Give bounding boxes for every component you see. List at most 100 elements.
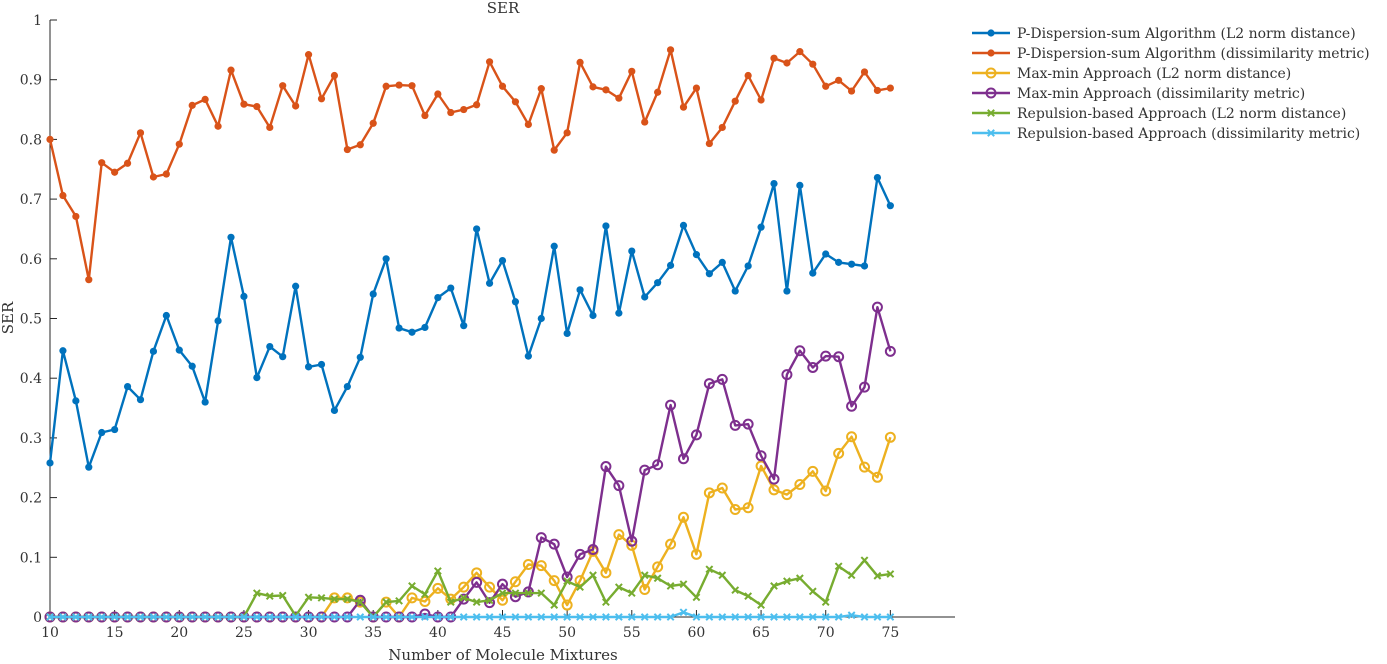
data-point <box>537 314 545 323</box>
data-point <box>317 360 326 369</box>
data-point <box>703 487 715 499</box>
x-tick-label: 15 <box>106 625 124 641</box>
data-point <box>679 221 688 229</box>
data-point <box>602 613 610 621</box>
data-point <box>537 85 545 93</box>
data-point <box>382 613 391 621</box>
data-point <box>807 361 819 373</box>
chart-title: SER <box>487 0 520 17</box>
data-point <box>794 478 806 490</box>
data-point <box>524 352 532 360</box>
data-point <box>615 309 623 317</box>
data-point <box>511 298 520 306</box>
data-point <box>111 425 119 434</box>
data-point <box>382 255 390 263</box>
data-point <box>227 233 235 241</box>
data-point <box>162 170 170 178</box>
data-point <box>639 584 651 596</box>
data-point <box>796 181 804 189</box>
legend-marker <box>987 29 995 37</box>
data-point <box>408 82 416 90</box>
data-point <box>835 258 843 266</box>
y-tick-label: 0 <box>33 610 42 626</box>
data-point <box>820 350 832 362</box>
data-point <box>252 589 261 598</box>
data-point <box>46 135 54 143</box>
data-point <box>768 473 780 485</box>
legend-marker <box>985 67 997 79</box>
data-point <box>85 276 93 284</box>
series-6 <box>46 608 895 621</box>
y-tick-label: 0.7 <box>20 192 42 208</box>
data-point <box>627 613 636 621</box>
data-point <box>149 347 158 355</box>
x-axis-label: Number of Molecule Mixtures <box>388 646 617 664</box>
y-tick-label: 0.6 <box>20 252 42 268</box>
data-point <box>497 578 508 590</box>
data-point <box>886 84 894 92</box>
data-point <box>343 613 352 621</box>
data-point <box>665 399 677 411</box>
data-point <box>460 322 468 330</box>
x-tick-label: 10 <box>41 625 59 641</box>
legend-marker <box>987 129 995 137</box>
data-point <box>731 97 739 105</box>
data-point <box>692 251 701 259</box>
data-point <box>757 96 765 104</box>
series-line <box>48 176 892 469</box>
data-point <box>279 353 287 361</box>
data-point <box>847 571 856 580</box>
data-point <box>369 613 378 621</box>
data-point <box>729 504 741 516</box>
data-point <box>602 86 610 94</box>
data-point <box>821 613 830 621</box>
data-point <box>459 593 468 602</box>
data-point <box>613 480 625 492</box>
data-point <box>665 538 677 550</box>
data-point <box>589 311 597 320</box>
legend-label: Repulsion-based Approach (L2 norm distan… <box>1017 106 1346 122</box>
series-line <box>50 306 892 619</box>
data-point <box>535 560 547 572</box>
data-point <box>783 287 791 295</box>
data-point <box>330 613 339 621</box>
data-point <box>524 613 533 621</box>
data-point <box>111 168 119 176</box>
y-tick-label: 0.8 <box>20 132 42 148</box>
data-point <box>847 611 856 620</box>
data-point <box>873 613 882 621</box>
data-point <box>705 139 713 148</box>
data-point <box>472 598 481 606</box>
data-point <box>485 613 494 621</box>
data-point <box>485 58 494 66</box>
data-point <box>653 613 662 621</box>
data-point <box>884 345 896 357</box>
data-point <box>136 129 145 137</box>
x-ticks: 10 15 20 25 30 35 40 45 50 55 60 65 70 75 <box>41 610 899 641</box>
data-point <box>356 141 364 149</box>
data-point <box>59 191 67 200</box>
data-point <box>445 593 457 605</box>
legend-label: P-Dispersion-sum Algorithm (L2 norm dist… <box>1017 26 1356 42</box>
data-point <box>240 613 248 621</box>
data-point <box>781 369 793 381</box>
data-point <box>666 46 675 54</box>
data-point <box>498 589 507 598</box>
data-point <box>498 256 507 265</box>
data-point <box>291 613 300 621</box>
data-point <box>846 431 858 443</box>
x-tick-label: 30 <box>300 625 318 641</box>
series-group <box>44 46 896 623</box>
data-point <box>343 145 351 154</box>
legend-item: Max-min Approach (L2 norm distance) <box>972 66 1291 82</box>
data-point <box>421 590 429 599</box>
data-point <box>535 532 547 544</box>
data-point <box>162 311 170 320</box>
data-point <box>459 613 468 621</box>
data-point <box>341 592 353 604</box>
data-point <box>175 140 183 148</box>
data-point <box>59 347 67 355</box>
data-point <box>703 378 715 390</box>
data-point <box>408 582 416 590</box>
data-point <box>330 406 339 415</box>
